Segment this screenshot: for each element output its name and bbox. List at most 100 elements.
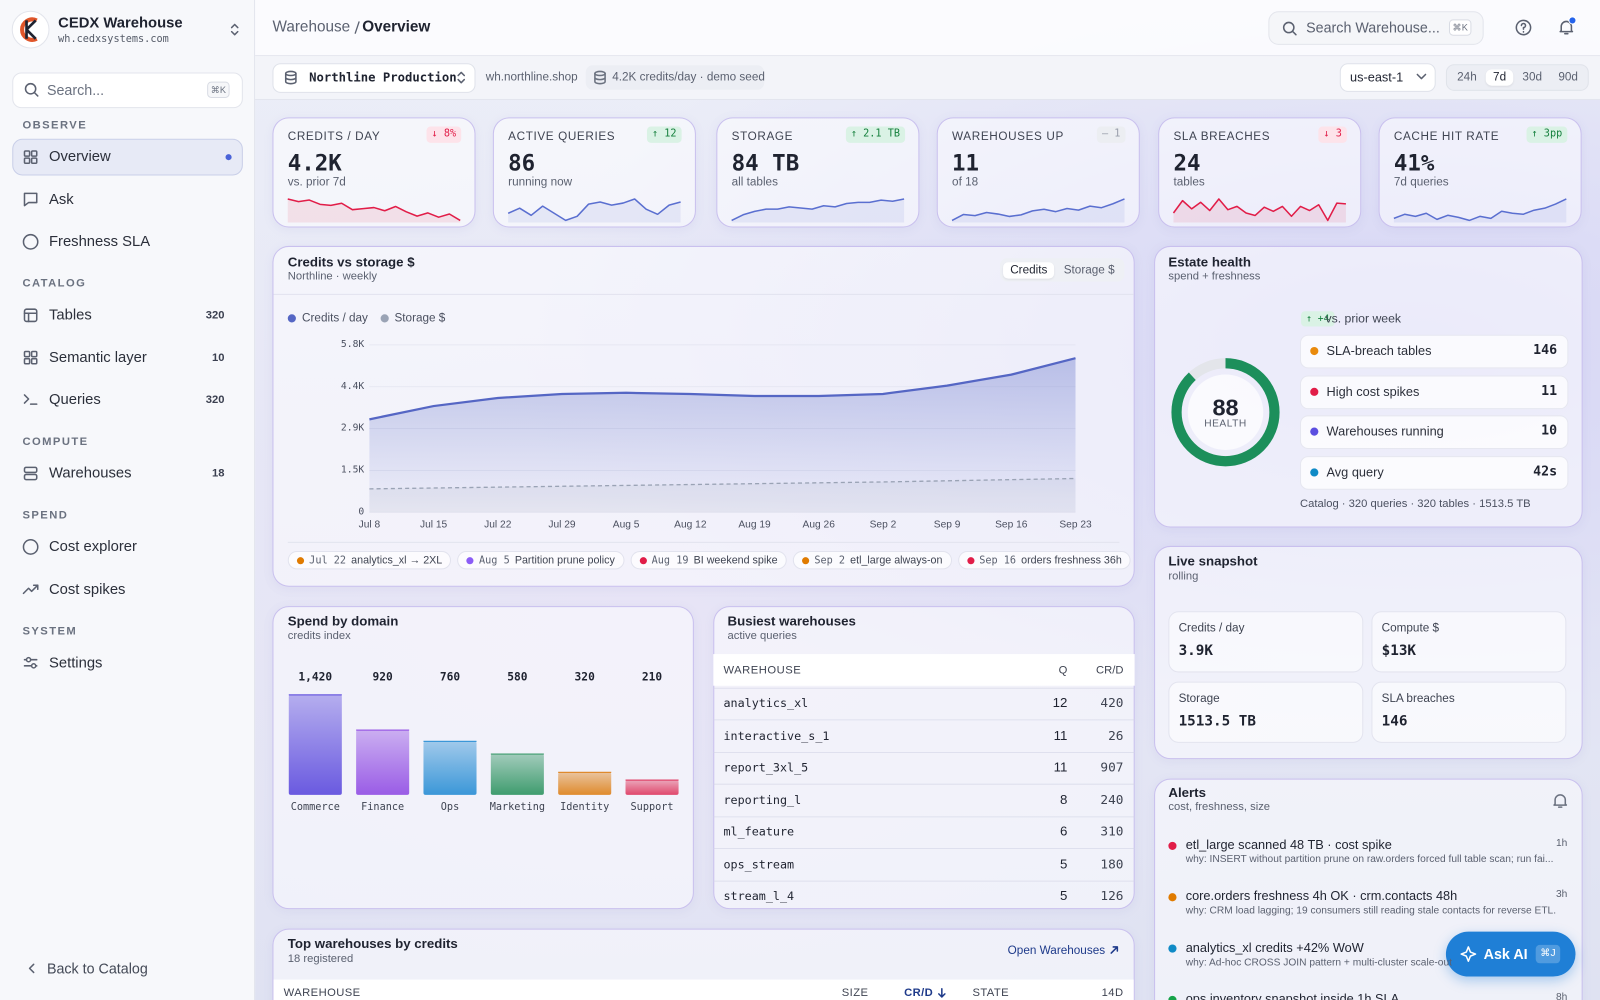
tile-value: $13K — [1381, 642, 1417, 660]
kpi-label: CACHE HIT RATE — [1393, 130, 1500, 143]
shortcut-key — [1448, 19, 1472, 36]
nav-label[interactable]: Warehouses — [48, 465, 132, 482]
global-search[interactable] — [1268, 11, 1484, 45]
project-name[interactable]: Northline Production — [309, 70, 457, 85]
y-tick-label: 2.9K — [340, 422, 365, 434]
breadcrumb[interactable]: Warehouse — [272, 18, 351, 36]
credits-per-day: 907 — [1100, 759, 1124, 775]
table-row[interactable] — [713, 719, 1135, 751]
annotation-dot — [296, 556, 305, 564]
health-delta: ↑ +4 — [1301, 311, 1335, 327]
table-row[interactable] — [713, 783, 1135, 816]
nav-label[interactable]: Freshness SLA — [48, 233, 151, 250]
area — [369, 478, 1076, 513]
sparkline-area — [1393, 198, 1567, 223]
range-option[interactable]: 24h — [1457, 71, 1477, 84]
nav-label[interactable]: Queries — [48, 391, 101, 409]
nav-count: 320 — [205, 393, 225, 407]
range-option[interactable]: 90d — [1558, 71, 1578, 84]
toggle-option[interactable]: Storage $ — [1063, 263, 1115, 277]
nav-label[interactable]: Cost explorer — [48, 538, 137, 556]
icon — [1515, 19, 1532, 36]
annotation-text: etl_large always-on — [850, 554, 943, 567]
icon — [23, 394, 38, 405]
kpi-sub: tables — [1173, 176, 1205, 189]
project-select[interactable] — [272, 63, 476, 93]
health-row — [1299, 334, 1569, 369]
kpi-label: STORAGE — [731, 130, 794, 143]
icon — [30, 357, 38, 365]
icon — [30, 663, 37, 669]
nav-label[interactable]: Cost spikes — [48, 581, 126, 598]
table-row[interactable] — [713, 687, 1135, 719]
sparkline-area — [1173, 198, 1346, 223]
section-title: SPEND — [22, 509, 69, 522]
global-search-placeholder[interactable]: Search Warehouse... — [1306, 19, 1440, 36]
nav-item[interactable] — [12, 138, 243, 176]
query-count: 8 — [1059, 791, 1068, 807]
credits-per-day: 26 — [1108, 727, 1124, 743]
card-title: Busiest warehouses — [727, 613, 856, 629]
chart-title: Credits vs storage $ — [287, 254, 415, 270]
column-header[interactable]: SIZE — [841, 986, 869, 999]
row-dot — [1310, 346, 1319, 356]
bar — [558, 772, 612, 795]
ring-center — [1187, 374, 1264, 450]
legend-label: Storage $ — [394, 312, 446, 325]
nav-label[interactable]: Tables — [48, 307, 92, 324]
table-row[interactable] — [713, 815, 1135, 848]
card-subtitle: active queries — [727, 629, 797, 642]
query-count: 11 — [1053, 759, 1068, 775]
chart-toggle: Credits Storage $ — [999, 258, 1125, 282]
legend: Credits / day Storage $ — [287, 308, 446, 328]
bar-value-label: 580 — [507, 670, 528, 684]
region[interactable]: us-east-1 — [1349, 70, 1404, 85]
column-header[interactable]: STATE — [972, 986, 1010, 999]
annotation-text: orders freshness 36h — [1021, 554, 1122, 567]
alert-dot — [1168, 841, 1177, 850]
nav-label[interactable]: Overview — [48, 148, 111, 166]
nav-label[interactable]: Settings — [48, 654, 103, 671]
range-option[interactable]: 7d — [1485, 69, 1514, 86]
nav-label[interactable]: Ask — [48, 191, 74, 208]
alert-dot — [1168, 995, 1177, 1000]
ask-ai-key-text: ⌘J — [1540, 947, 1556, 960]
section-title: COMPUTE — [22, 435, 89, 448]
ask-ai-label[interactable]: Ask AI — [1483, 945, 1528, 963]
kpi-label: WAREHOUSES UP — [952, 130, 1064, 143]
x-tick-label: Jul 29 — [548, 519, 576, 531]
ask-ai-button[interactable] — [1445, 931, 1576, 977]
toggle-option[interactable]: Credits — [1003, 261, 1055, 279]
range-option[interactable]: 30d — [1522, 71, 1543, 84]
search-placeholder[interactable]: Search... — [46, 81, 105, 98]
nav-label[interactable]: Semantic layer — [48, 349, 147, 366]
kpi-value: 11 — [952, 151, 980, 177]
table-row[interactable] — [713, 880, 1135, 912]
open-link[interactable]: Open Warehouses — [1007, 944, 1106, 958]
kpi-sub: 7d queries — [1393, 176, 1449, 189]
kpi-label: SLA BREACHES — [1173, 130, 1271, 143]
logo — [11, 10, 50, 49]
annotation-date: Sep 2 — [814, 554, 846, 566]
annotation-date: Aug 5 — [479, 554, 510, 566]
chart-card — [272, 606, 694, 910]
snapshot-tile — [1168, 611, 1364, 673]
alert-dot — [1168, 944, 1177, 953]
column-header[interactable]: WAREHOUSE — [283, 986, 361, 999]
divider — [273, 293, 1134, 295]
health-score: 88 — [1212, 393, 1239, 421]
table-row[interactable] — [713, 751, 1135, 784]
alert-why: why: Ad-hoc CROSS JOIN pattern + multi-c… — [1185, 956, 1452, 968]
column-header[interactable]: CR/D — [904, 986, 934, 999]
kpi-sub: vs. prior 7d — [287, 176, 346, 189]
column-header[interactable]: 14D — [1101, 986, 1124, 999]
table-row[interactable] — [713, 847, 1135, 880]
kpi-value: 41% — [1393, 151, 1435, 177]
logo-mark — [20, 17, 38, 42]
icon — [594, 72, 606, 85]
annotation-text: Partition prune policy — [514, 554, 615, 567]
back-link[interactable]: Back to Catalog — [46, 960, 148, 977]
tile-label: Credits / day — [1178, 622, 1245, 635]
search-box[interactable] — [12, 72, 243, 109]
health-delta-note: vs. prior week — [1325, 311, 1402, 326]
